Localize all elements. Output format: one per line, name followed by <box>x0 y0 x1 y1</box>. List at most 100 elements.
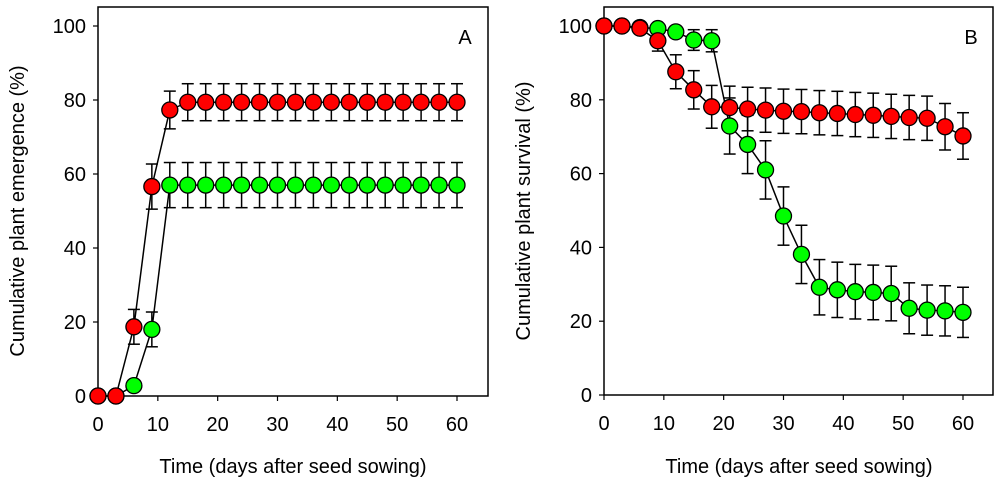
y-tick-label: 0 <box>75 386 86 408</box>
data-point-green <box>810 278 829 296</box>
data-point-red <box>214 93 233 111</box>
data-point-green <box>756 161 775 179</box>
data-point-green <box>250 176 269 194</box>
data-point-green <box>143 320 161 339</box>
series-line-green <box>98 184 457 397</box>
data-point-green <box>792 245 811 264</box>
series-line-green <box>604 25 964 314</box>
data-point-red <box>631 19 649 37</box>
data-point-red <box>107 387 125 405</box>
data-point-green <box>882 284 900 303</box>
y-tick-label: 100 <box>53 16 86 38</box>
x-tick-label: 20 <box>713 413 735 435</box>
data-point-red <box>882 107 900 126</box>
data-point-green <box>197 176 215 194</box>
x-tick-label: 40 <box>326 414 348 436</box>
data-point-green <box>125 376 143 395</box>
data-point-red <box>595 17 613 35</box>
data-point-red <box>828 104 846 123</box>
data-point-green <box>376 176 394 194</box>
x-tick-label: 10 <box>147 414 169 436</box>
x-tick-label: 0 <box>598 413 609 435</box>
data-point-red <box>232 93 251 111</box>
data-point-red <box>125 318 143 336</box>
data-point-green <box>954 303 972 321</box>
x-tick-label: 50 <box>386 414 408 436</box>
x-axis-title: Time (days after seed sowing) <box>159 456 426 478</box>
data-point-green <box>268 176 287 194</box>
data-point-red <box>448 93 466 111</box>
x-tick-label: 40 <box>832 413 854 435</box>
data-point-red <box>756 101 775 119</box>
data-point-red <box>304 93 323 111</box>
x-tick-label: 20 <box>207 414 229 436</box>
panel-label: B <box>964 27 977 49</box>
data-point-red <box>810 104 829 122</box>
data-point-green <box>358 176 376 194</box>
data-point-green <box>179 176 197 194</box>
data-point-green <box>864 283 882 302</box>
data-point-green <box>667 23 685 41</box>
data-point-red <box>394 93 412 111</box>
data-point-red <box>918 109 936 127</box>
data-point-red <box>667 63 685 81</box>
data-point-green <box>412 176 430 194</box>
panel-label: A <box>458 27 472 49</box>
data-point-green <box>214 176 233 194</box>
data-point-green <box>900 299 918 317</box>
data-marks <box>89 82 466 405</box>
x-tick-label: 30 <box>772 413 794 435</box>
x-tick-label: 60 <box>952 413 974 435</box>
data-point-green <box>918 301 936 319</box>
data-point-red <box>412 93 430 111</box>
data-point-red <box>774 102 793 120</box>
data-point-red <box>954 127 972 145</box>
data-point-green <box>430 176 448 194</box>
data-point-green <box>161 176 179 194</box>
data-point-green <box>828 281 846 299</box>
y-tick-label: 60 <box>64 164 86 186</box>
data-point-red <box>721 98 739 117</box>
data-point-green <box>322 176 341 194</box>
data-point-red <box>322 93 341 111</box>
data-point-green <box>703 32 721 50</box>
y-tick-label: 80 <box>570 90 592 112</box>
data-point-green <box>448 176 466 194</box>
y-tick-label: 0 <box>581 385 592 407</box>
data-point-green <box>685 31 703 49</box>
data-marks <box>595 17 972 339</box>
data-point-green <box>340 176 358 194</box>
y-tick-label: 40 <box>570 237 592 259</box>
data-point-green <box>394 176 412 194</box>
data-point-red <box>376 93 394 111</box>
data-point-green <box>846 283 864 301</box>
data-point-red <box>143 177 161 196</box>
panel-a: 0 10 20 30 40 50 60 0 20 40 60 80 100 A Time (days a… <box>7 6 489 478</box>
data-point-green <box>286 176 305 194</box>
data-point-green <box>774 207 793 225</box>
y-tick-label: 80 <box>64 90 86 112</box>
x-tick-label: 10 <box>653 413 675 435</box>
y-tick-label: 20 <box>64 312 86 334</box>
data-point-red <box>703 98 721 116</box>
x-tick-label: 30 <box>266 414 288 436</box>
data-point-red <box>685 81 703 99</box>
data-point-red <box>430 93 448 111</box>
x-tick-label: 0 <box>92 414 103 436</box>
data-point-red <box>340 93 358 111</box>
x-tick-label: 50 <box>892 413 914 435</box>
x-tick-label: 60 <box>446 414 468 436</box>
data-point-red <box>161 101 179 119</box>
plot-frame <box>603 6 994 396</box>
y-axis-title: Cumulative plant emergence (%) <box>7 65 29 356</box>
data-point-red <box>197 93 215 111</box>
series-line-red <box>98 101 457 397</box>
axis-ticks: 0 10 20 30 40 50 60 0 20 40 60 80 100 <box>53 16 469 436</box>
axis-ticks: 0 10 20 30 40 50 60 0 20 40 60 80 100 <box>559 16 975 435</box>
data-point-red <box>649 32 667 50</box>
data-point-red <box>286 93 305 111</box>
data-point-green <box>232 176 251 194</box>
data-point-red <box>613 17 631 35</box>
data-point-red <box>846 105 864 124</box>
y-tick-label: 40 <box>64 238 86 260</box>
